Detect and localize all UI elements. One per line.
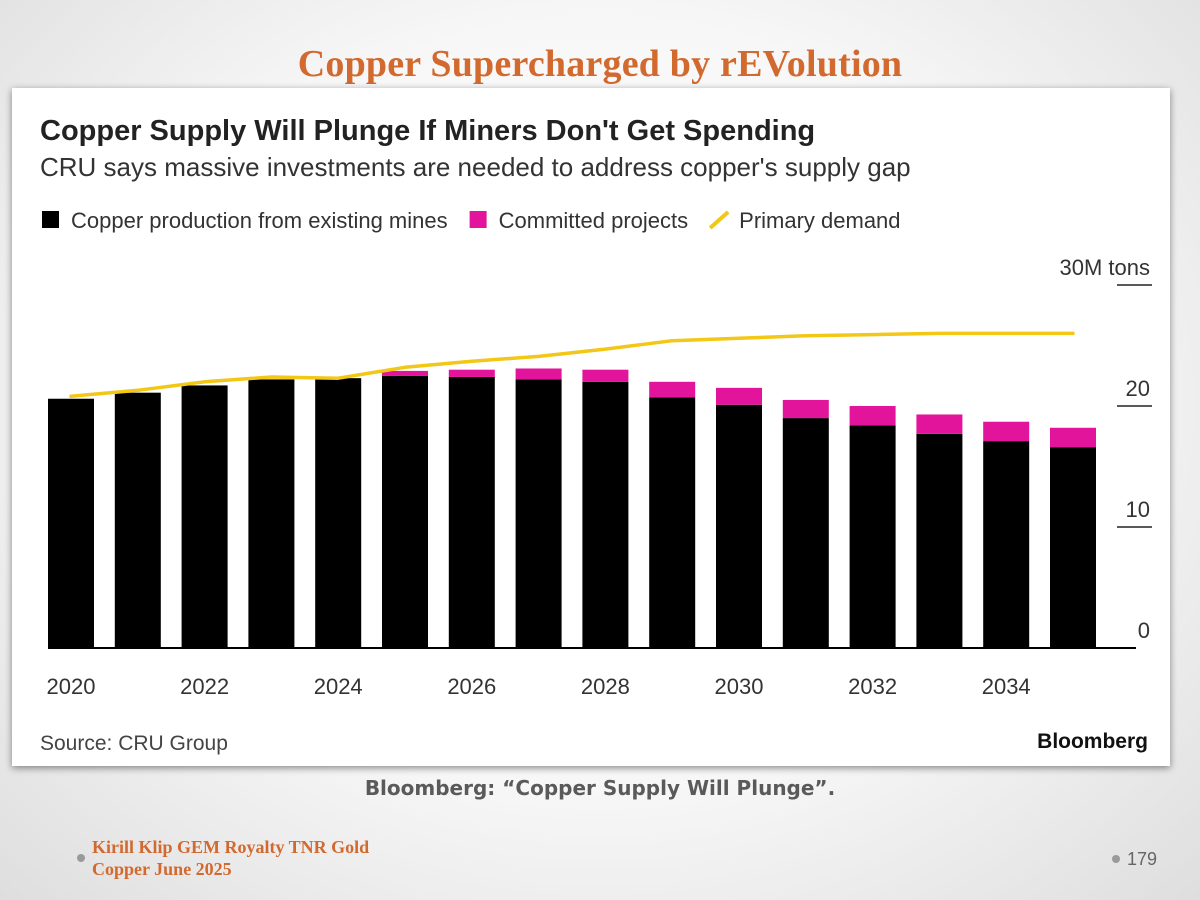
bar-copper-production-from-existing-mines-2035 bbox=[1050, 447, 1096, 648]
legend-swatch-committed-projects bbox=[469, 211, 487, 228]
legend: Copper production from existing mines Com… bbox=[42, 208, 901, 233]
x-tick-label: 2026 bbox=[447, 674, 496, 699]
footer-line-2: Copper June 2025 bbox=[92, 859, 232, 879]
legend-swatch-copper-production-from-existing-mines bbox=[42, 211, 59, 228]
bar-copper-production-from-existing-mines-2023 bbox=[248, 379, 295, 648]
y-tick-label: 30M tons bbox=[1060, 255, 1151, 280]
footer-line-1: Kirill Klip GEM Royalty TNR Gold bbox=[92, 837, 370, 857]
x-tick-label: 2032 bbox=[848, 674, 897, 699]
page-number-bullet bbox=[1112, 855, 1120, 863]
bar-copper-production-from-existing-mines-2030 bbox=[716, 404, 762, 648]
x-tick-label: 2022 bbox=[180, 674, 229, 699]
bar-committed-projects-2033 bbox=[916, 414, 963, 434]
bar-copper-production-from-existing-mines-2020 bbox=[48, 398, 94, 648]
bar-copper-production-from-existing-mines-2031 bbox=[782, 418, 829, 648]
bar-committed-projects-2035 bbox=[1050, 427, 1096, 448]
x-tick-label: 2034 bbox=[982, 674, 1031, 699]
x-tick-label: 2020 bbox=[47, 674, 96, 699]
chart-source: Source: CRU Group bbox=[40, 732, 228, 755]
legend-swatch-primary-demand bbox=[708, 210, 730, 230]
bar-copper-production-from-existing-mines-2024 bbox=[315, 378, 362, 648]
x-tick-label: 2024 bbox=[314, 674, 363, 699]
chart-title: Copper Supply Will Plunge If Miners Don'… bbox=[40, 115, 815, 147]
page-number: 179 bbox=[1127, 849, 1158, 869]
bar-committed-projects-2034 bbox=[983, 421, 1030, 442]
slide-caption: Bloomberg: “Copper Supply Will Plunge”. bbox=[364, 776, 836, 800]
legend-label-primary-demand: Primary demand bbox=[739, 208, 900, 233]
bar-copper-production-from-existing-mines-2029 bbox=[649, 397, 696, 648]
y-tick-label: 0 bbox=[1138, 618, 1150, 643]
x-tick-label: 2028 bbox=[581, 674, 630, 699]
legend-label-copper-production-from-existing-mines: Copper production from existing mines bbox=[71, 208, 448, 233]
bar-copper-production-from-existing-mines-2034 bbox=[983, 441, 1030, 648]
footer-credit: Kirill Klip GEM Royalty TNR Gold Copper … bbox=[92, 836, 369, 880]
chart: Copper Supply Will Plunge If Miners Don'… bbox=[40, 115, 1152, 755]
chart-subtitle: CRU says massive investments are needed … bbox=[40, 152, 911, 182]
legend-label-committed-projects: Committed projects bbox=[499, 208, 689, 233]
bar-copper-production-from-existing-mines-2022 bbox=[181, 385, 228, 648]
primary-demand-line-group bbox=[69, 331, 1075, 399]
primary-demand-line bbox=[69, 331, 1075, 399]
bar-committed-projects-2032 bbox=[849, 406, 896, 426]
gridlines bbox=[1117, 284, 1152, 528]
slide-title: Copper Supercharged by rEVolution bbox=[297, 43, 903, 85]
bar-committed-projects-2030 bbox=[716, 387, 762, 405]
bars bbox=[48, 368, 1096, 648]
bloomberg-logo: Bloomberg bbox=[1037, 730, 1148, 753]
bar-committed-projects-2026 bbox=[448, 369, 495, 377]
bar-copper-production-from-existing-mines-2025 bbox=[382, 375, 428, 648]
bar-copper-production-from-existing-mines-2021 bbox=[114, 392, 161, 648]
bar-committed-projects-2025 bbox=[382, 370, 428, 376]
y-tick-label: 10 bbox=[1126, 497, 1150, 522]
y-axis-labels: 0 10 20 30M tons bbox=[1060, 255, 1151, 643]
bar-committed-projects-2029 bbox=[649, 381, 696, 398]
chart-card: Copper Supply Will Plunge If Miners Don'… bbox=[12, 88, 1170, 766]
x-tick-label: 2030 bbox=[715, 674, 764, 699]
bar-copper-production-from-existing-mines-2027 bbox=[515, 379, 562, 648]
bar-copper-production-from-existing-mines-2028 bbox=[582, 381, 629, 648]
footer-bullet bbox=[77, 854, 85, 862]
bar-committed-projects-2031 bbox=[782, 399, 829, 419]
bar-committed-projects-2028 bbox=[582, 369, 629, 382]
x-axis-labels: 2020 2022 2024 2026 2028 2030 2032 2034 bbox=[47, 674, 1031, 699]
bar-copper-production-from-existing-mines-2032 bbox=[849, 425, 896, 648]
y-tick-label: 20 bbox=[1126, 376, 1150, 401]
bar-copper-production-from-existing-mines-2026 bbox=[448, 376, 495, 648]
bar-copper-production-from-existing-mines-2033 bbox=[916, 433, 963, 648]
bar-committed-projects-2027 bbox=[515, 368, 562, 380]
